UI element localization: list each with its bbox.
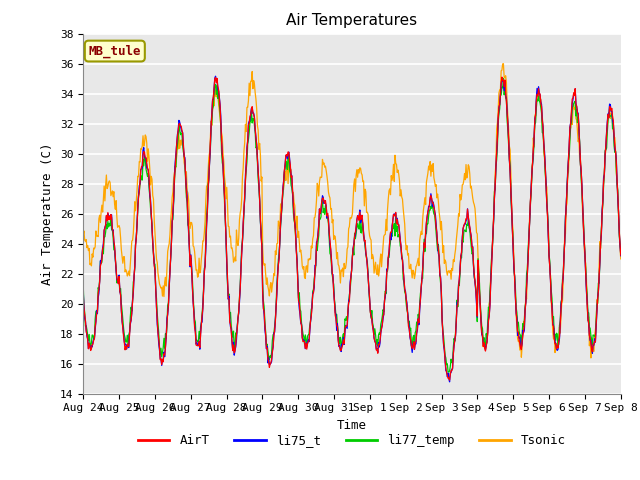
AirT: [433, 230, 441, 236]
Tsonic: [617, 256, 625, 262]
X-axis label: Time: Time: [337, 419, 367, 432]
Line: li75_t: li75_t: [83, 76, 621, 382]
li75_t: [89, 339, 97, 345]
li77_temp: [199, 301, 207, 307]
Y-axis label: Air Temperature (C): Air Temperature (C): [42, 143, 54, 285]
li75_t: [199, 303, 207, 309]
AirT: [617, 252, 625, 258]
AirT: [79, 290, 87, 296]
li77_temp: [227, 323, 235, 328]
li77_temp: [433, 239, 441, 244]
li75_t: [617, 253, 625, 259]
Tsonic: [227, 245, 235, 251]
li77_temp: [79, 282, 87, 288]
li77_temp: [445, 369, 452, 375]
AirT: [498, 74, 506, 80]
li75_t: [212, 73, 220, 79]
li75_t: [79, 288, 87, 293]
Tsonic: [587, 355, 595, 361]
li75_t: [434, 240, 442, 246]
Tsonic: [500, 61, 508, 67]
Text: MB_tule: MB_tule: [88, 44, 141, 58]
Tsonic: [417, 228, 425, 234]
Line: AirT: AirT: [83, 77, 621, 380]
Legend: AirT, li75_t, li77_temp, Tsonic: AirT, li75_t, li77_temp, Tsonic: [133, 429, 571, 452]
Line: li77_temp: li77_temp: [83, 78, 621, 372]
AirT: [145, 168, 152, 174]
li77_temp: [89, 332, 97, 338]
li77_temp: [617, 247, 625, 252]
Tsonic: [79, 232, 87, 238]
AirT: [227, 329, 235, 335]
AirT: [199, 306, 207, 312]
Title: Air Temperatures: Air Temperatures: [287, 13, 417, 28]
AirT: [417, 285, 425, 290]
li77_temp: [500, 75, 508, 81]
Tsonic: [433, 195, 441, 201]
li75_t: [445, 379, 453, 384]
Tsonic: [145, 146, 152, 152]
Tsonic: [199, 238, 207, 244]
li75_t: [418, 276, 426, 281]
AirT: [445, 377, 453, 383]
AirT: [89, 341, 97, 347]
li77_temp: [145, 170, 152, 176]
li77_temp: [417, 285, 425, 291]
Line: Tsonic: Tsonic: [83, 64, 621, 358]
Tsonic: [89, 254, 97, 260]
li75_t: [228, 339, 236, 345]
li75_t: [145, 167, 152, 173]
